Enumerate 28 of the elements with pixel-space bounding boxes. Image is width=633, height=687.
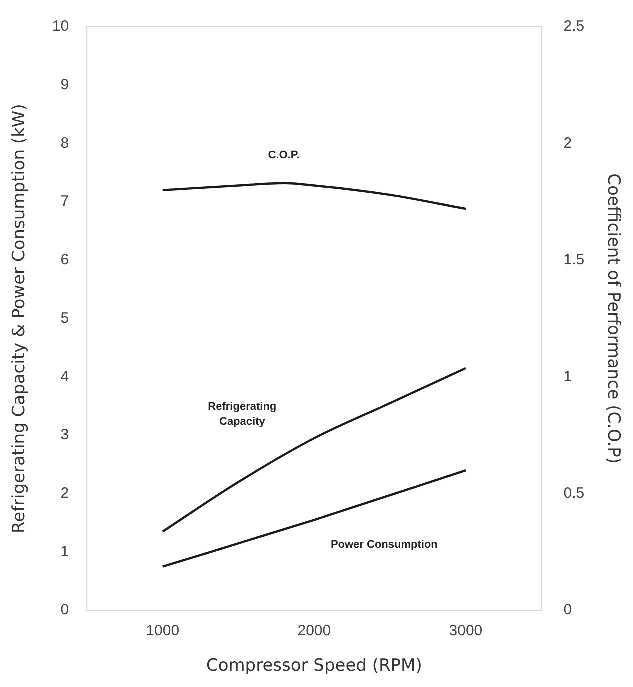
y2-tick-label: 0.5 <box>564 485 585 502</box>
y-tick-label: 10 <box>52 18 70 36</box>
y2-tick-label: 1.5 <box>564 252 585 269</box>
y-tick-label: 3 <box>60 426 70 444</box>
text: C.O.P. <box>268 149 300 162</box>
y-tick-label: 9 <box>60 76 70 94</box>
y-axis-title: Refrigerating Capacity & Power Consumption (kW) <box>10 104 30 534</box>
x-tick-label: 1000 <box>146 622 180 640</box>
y2-axis-title: Coefficient of Performance (C.O.P) <box>603 174 624 464</box>
text: Refrigerating Capacity <box>208 400 277 428</box>
x-tick-label: 2000 <box>298 622 332 640</box>
line-series <box>162 367 468 533</box>
y-tick-label: 8 <box>60 134 70 152</box>
y2-tick-label: 2.5 <box>564 18 585 36</box>
y-tick-label: 6 <box>60 252 70 269</box>
y-tick-label: 7 <box>60 193 70 210</box>
y-tick-label: 4 <box>60 368 70 386</box>
y2-tick-label: 0 <box>564 602 572 619</box>
y-tick-label: 1 <box>60 543 70 560</box>
x-tick-label: 3000 <box>449 622 483 640</box>
y-tick-label: 0 <box>60 602 70 619</box>
y-tick-label: 2 <box>60 485 70 502</box>
text: Power Consumption <box>330 539 438 552</box>
y2-tick-label: 2 <box>564 134 572 152</box>
y-tick-label: 5 <box>60 310 70 327</box>
y2-tick-label: 1 <box>564 368 572 386</box>
x-axis-title: Compressor Speed (RPM) <box>206 656 422 676</box>
line-series <box>162 182 468 210</box>
